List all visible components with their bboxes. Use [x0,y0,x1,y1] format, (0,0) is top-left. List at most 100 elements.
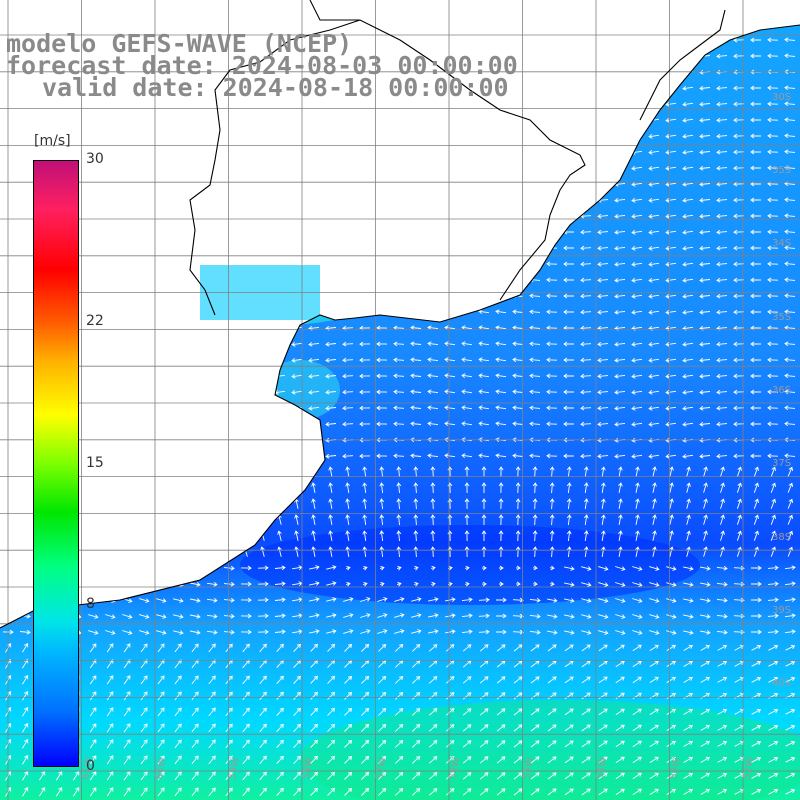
wind-arrow [172,165,184,171]
wind-arrow [430,498,436,510]
wind-arrow [648,133,659,139]
wind-arrow [750,165,761,171]
wind-arrow [581,582,592,587]
wind-arrow [580,373,592,379]
wind-arrow [597,165,609,171]
wind-arrow [308,357,320,363]
wind-arrow [479,708,489,716]
wind-arrow [376,117,388,123]
wind-arrow [784,629,796,635]
wind-arrow [394,740,404,748]
wind-arrow [461,341,472,347]
wind-arrow [276,707,284,716]
wind-arrow [413,565,419,571]
wind-arrow [223,405,235,411]
wind-arrow [478,373,489,379]
wind-arrow [378,708,387,716]
wind-arrow [532,581,538,587]
wind-arrow [767,373,779,379]
wind-arrow [529,213,541,219]
wind-arrow [700,756,711,763]
wind-arrow [580,245,592,251]
wind-arrow [240,357,252,363]
wind-arrow [770,546,777,557]
wind-arrow [549,514,555,526]
wind-arrow [733,213,745,219]
wind-arrow [529,101,541,107]
wind-arrow [496,724,506,732]
wind-arrow [683,708,694,715]
wind-arrow [274,149,285,155]
wind-arrow [376,229,388,235]
wind-arrow [259,739,267,749]
wind-arrow [682,421,694,427]
wind-arrow [393,117,405,123]
wind-arrow [172,197,184,203]
wind-arrow [530,756,540,764]
wind-arrow [598,772,608,780]
wind-arrow [294,466,299,477]
wind-arrow [768,660,779,667]
wind-arrow [768,724,779,731]
wind-arrow [496,756,506,764]
wind-arrow [648,53,659,59]
wind-arrow [19,629,31,635]
wind-arrow [342,341,354,347]
wind-arrow [720,530,725,541]
wind-arrow [530,660,540,668]
wind-arrow [495,277,507,283]
wind-arrow [530,692,540,700]
wind-arrow [139,614,150,619]
wind-arrow [447,482,453,494]
wind-arrow [669,466,674,478]
wind-arrow [342,181,354,187]
wind-arrow [767,581,779,587]
wind-arrow [682,309,694,315]
wind-arrow [257,181,268,187]
wind-arrow [583,514,589,526]
wind-arrow [308,245,320,251]
wind-arrow [648,277,659,283]
wind-arrow [784,421,796,427]
wind-arrow [566,514,572,526]
wind-arrow [495,229,507,235]
wind-arrow [156,566,167,571]
wind-arrow [427,293,439,299]
wind-arrow [564,660,574,668]
wind-arrow [206,165,218,171]
wind-arrow [189,357,201,363]
wind-arrow [309,581,320,586]
wind-arrow [155,117,167,123]
wind-arrow [632,566,643,571]
wind-arrow [361,787,370,796]
wind-arrow [427,325,439,331]
wind-arrow [703,498,708,509]
wind-arrow [394,772,404,780]
wind-arrow [225,723,233,733]
wind-arrow [716,37,728,43]
wind-arrow [326,565,337,570]
wind-arrow [665,165,676,171]
lat-label: 38S [772,532,791,543]
wind-arrow [717,788,728,795]
wind-arrow [632,644,642,652]
wind-arrow [19,389,31,395]
wind-arrow [563,165,574,171]
wind-arrow [376,453,388,459]
wind-arrow [717,756,728,763]
wind-arrow [123,514,130,525]
wind-arrow [546,149,558,155]
wind-arrow [597,357,609,363]
wind-arrow [700,788,711,795]
wind-arrow [223,149,235,155]
wind-arrow [464,466,470,478]
wind-arrow [478,341,489,347]
wind-arrow [532,498,538,510]
wind-arrow [699,245,711,251]
wind-arrow [632,660,642,668]
wind-arrow [733,453,745,459]
wind-arrow [191,787,199,797]
wind-arrow [581,660,591,668]
wind-arrow [767,293,779,299]
wind-arrow [512,389,524,395]
